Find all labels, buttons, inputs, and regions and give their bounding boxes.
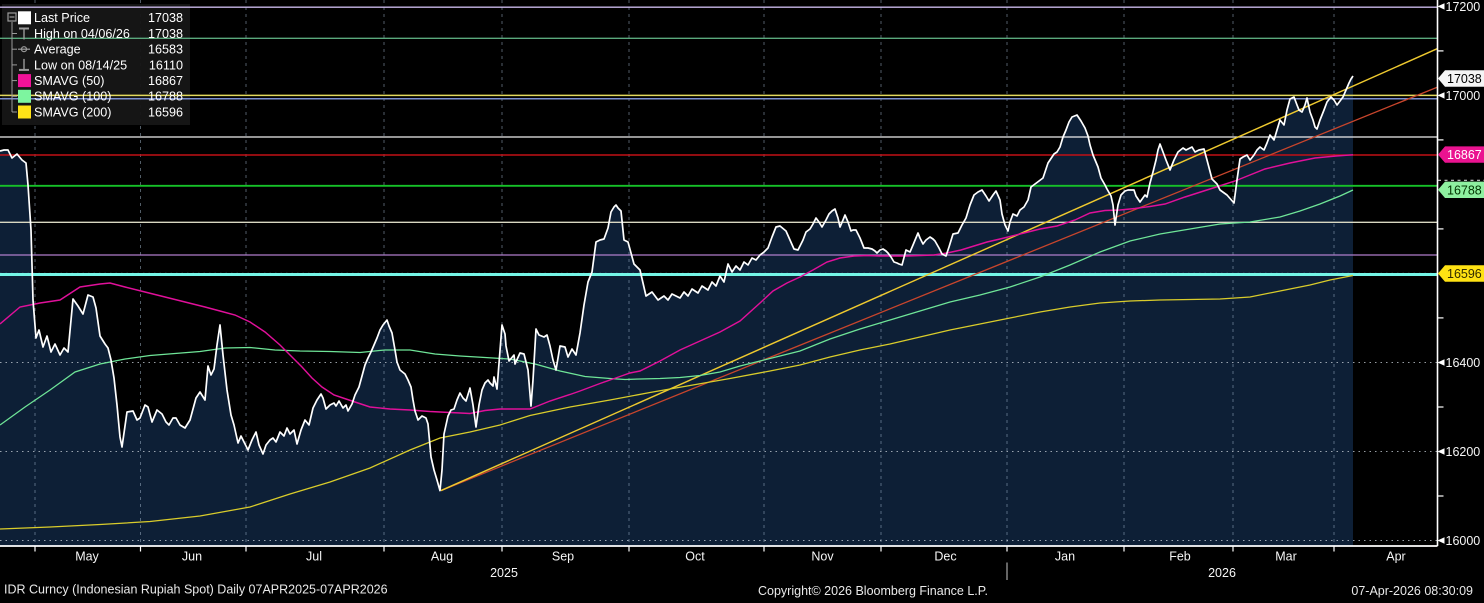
svg-text:May: May <box>75 550 99 564</box>
svg-text:17000: 17000 <box>1446 89 1481 103</box>
svg-text:Jul: Jul <box>306 550 322 564</box>
svg-text:Sep: Sep <box>552 550 574 564</box>
svg-text:17038: 17038 <box>148 27 183 41</box>
svg-text:IDR Curncy (Indonesian Rupiah: IDR Curncy (Indonesian Rupiah Spot) Dail… <box>4 583 388 597</box>
svg-text:Mar: Mar <box>1275 550 1297 564</box>
svg-text:17200: 17200 <box>1446 0 1481 14</box>
svg-text:SMAVG (200): SMAVG (200) <box>34 105 111 119</box>
svg-text:Copyright© 2026 Bloomberg Fina: Copyright© 2026 Bloomberg Finance L.P. <box>758 584 988 598</box>
svg-text:16400: 16400 <box>1446 356 1481 370</box>
svg-text:17038: 17038 <box>148 11 183 25</box>
svg-text:16110: 16110 <box>149 58 183 72</box>
svg-text:SMAVG (100): SMAVG (100) <box>34 90 111 104</box>
svg-text:16596: 16596 <box>1447 267 1482 281</box>
svg-text:Jun: Jun <box>182 550 202 564</box>
svg-text:Apr: Apr <box>1386 550 1405 564</box>
svg-text:Average: Average <box>34 43 81 57</box>
svg-text:16200: 16200 <box>1446 445 1481 459</box>
svg-text:Last Price: Last Price <box>34 11 90 25</box>
svg-text:Nov: Nov <box>811 550 834 564</box>
svg-text:Dec: Dec <box>934 550 956 564</box>
svg-text:07-Apr-2026 08:30:09: 07-Apr-2026 08:30:09 <box>1351 584 1473 598</box>
svg-text:High on 04/06/26: High on 04/06/26 <box>34 27 130 41</box>
svg-text:Oct: Oct <box>685 550 705 564</box>
svg-text:16788: 16788 <box>148 90 183 104</box>
svg-text:2025: 2025 <box>490 566 518 580</box>
svg-text:16788: 16788 <box>1447 183 1482 197</box>
svg-text:16583: 16583 <box>148 43 183 57</box>
svg-text:16867: 16867 <box>148 74 183 88</box>
svg-text:Aug: Aug <box>431 550 453 564</box>
svg-text:2026: 2026 <box>1208 566 1236 580</box>
svg-text:Jan: Jan <box>1055 550 1075 564</box>
svg-text:Low on 08/14/25: Low on 08/14/25 <box>34 58 127 72</box>
svg-text:Feb: Feb <box>1169 550 1191 564</box>
svg-text:17038: 17038 <box>1447 72 1482 86</box>
svg-text:16867: 16867 <box>1447 148 1482 162</box>
svg-text:16596: 16596 <box>148 105 183 119</box>
svg-text:SMAVG (50): SMAVG (50) <box>34 74 104 88</box>
svg-text:16000: 16000 <box>1446 534 1481 548</box>
